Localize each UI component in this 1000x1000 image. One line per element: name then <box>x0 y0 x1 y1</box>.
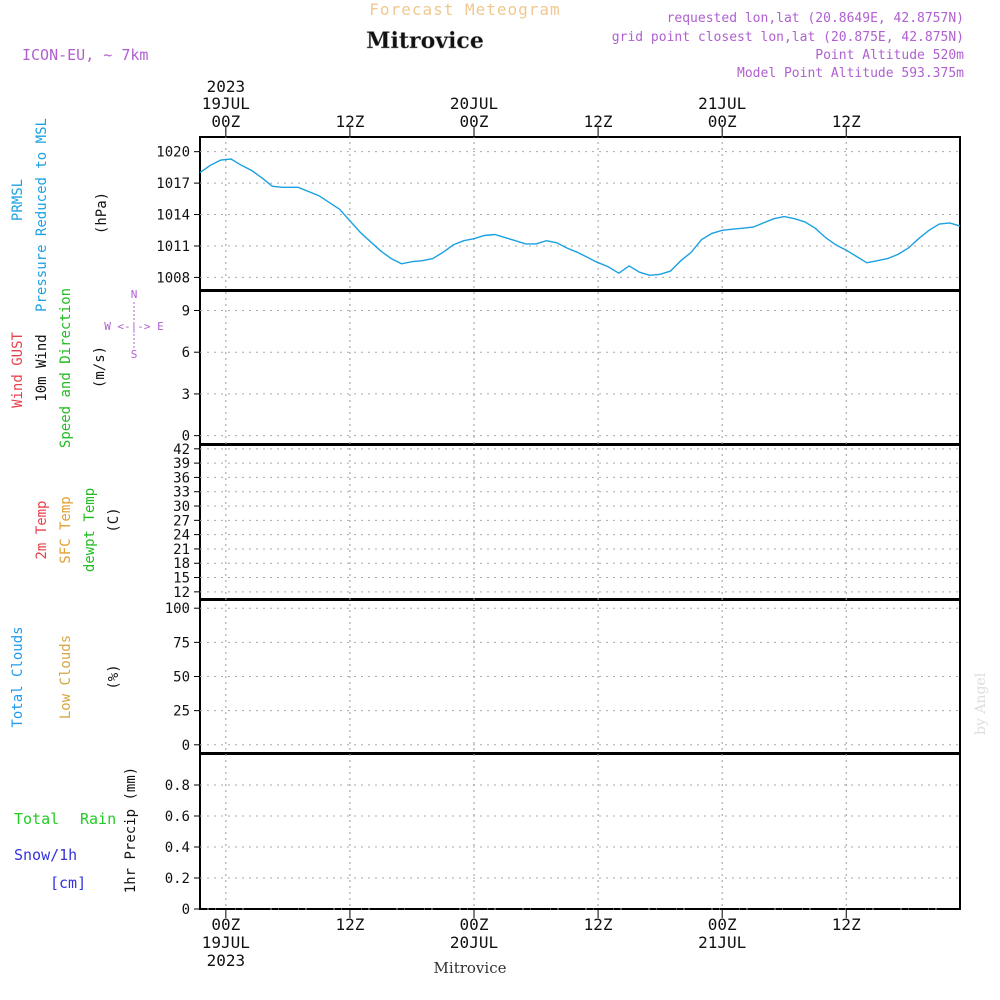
rain-label-rain: Rain <box>80 810 116 828</box>
temp-tick-label: 24 <box>173 528 190 544</box>
temp-tick-label: 21 <box>173 542 190 558</box>
time-date-top: 21JUL <box>698 94 746 113</box>
compass-n: N <box>131 288 138 301</box>
point-altitude: Point Altitude 520m <box>815 48 964 63</box>
clouds-tick-label: 0 <box>182 738 190 754</box>
wind-gust-label: Wind GUST <box>10 332 26 408</box>
time-hour-bottom: 12Z <box>335 915 364 934</box>
pressure-label-2: Pressure Reduced to MSL <box>34 118 50 312</box>
clouds-tick-label: 100 <box>165 601 190 617</box>
clouds-tick-label: 50 <box>173 670 190 686</box>
time-date-bottom: 20JUL <box>450 933 498 952</box>
temp-tick-label: 39 <box>173 456 190 472</box>
requested-location: requested lon,lat (20.8649E, 42.8757N) <box>667 11 964 26</box>
wind-tick-label: 0 <box>182 429 190 445</box>
model-altitude: Model Point Altitude 593.375m <box>737 66 964 81</box>
pressure-label-1: PRMSL <box>10 179 26 221</box>
precip-tick-label: 0 <box>182 902 190 918</box>
time-year-top: 2023 <box>207 77 246 96</box>
snow-label: Snow/1h <box>14 846 77 864</box>
wind-unit: (m/s) <box>92 346 108 388</box>
pressure-frame <box>199 136 961 291</box>
time-hour-bottom: 00Z <box>708 915 737 934</box>
precip-tick-label: 0.6 <box>165 809 190 825</box>
precip-tick-label: 0.2 <box>165 871 190 887</box>
wind-tick-label: 6 <box>182 345 190 361</box>
dewpt-label: dewpt Temp <box>82 488 98 572</box>
precip-frame <box>199 753 961 910</box>
credit-watermark: by Angel <box>973 672 989 735</box>
clouds-tick-label: 25 <box>173 704 190 720</box>
time-hour-bottom: 00Z <box>211 915 240 934</box>
pressure-unit: (hPa) <box>94 192 110 234</box>
compass-s: S <box>131 348 138 361</box>
temp-tick-label: 15 <box>173 571 190 587</box>
time-hour-bottom: 00Z <box>460 915 489 934</box>
rain-label-total: Total <box>14 810 59 828</box>
temp-tick-label: 12 <box>173 585 190 601</box>
clouds-tick-label: 75 <box>173 635 190 651</box>
temp-tick-label: 42 <box>173 442 190 458</box>
time-hour-top: 12Z <box>584 112 613 131</box>
temp-tick-label: 30 <box>173 499 190 515</box>
wind-dir-label: Speed and Direction <box>58 288 74 448</box>
pressure-tick-label: 1017 <box>156 176 190 192</box>
time-hour-top: 00Z <box>211 112 240 131</box>
time-hour-top: 12Z <box>832 112 861 131</box>
wind-tick-label: 3 <box>182 387 190 403</box>
time-year-bottom: 2023 <box>207 951 246 970</box>
page-title: Mitrovice <box>366 28 484 54</box>
wind-frame <box>199 290 961 445</box>
snow-unit-label: [cm] <box>50 874 86 892</box>
pressure-line <box>199 158 961 277</box>
time-date-top: 20JUL <box>450 94 498 113</box>
pressure-tick-label: 1014 <box>156 208 190 224</box>
time-hour-bottom: 12Z <box>832 915 861 934</box>
gridpoint-location: grid point closest lon,lat (20.875E, 42.… <box>612 30 964 45</box>
sfctemp-label: SFC Temp <box>58 496 74 563</box>
pressure-tick-label: 1020 <box>156 145 190 161</box>
time-date-bottom: 19JUL <box>202 933 250 952</box>
temp-tick-label: 18 <box>173 556 190 572</box>
compass-we: W <-|-> E <box>104 320 164 333</box>
temp-tick-label: 36 <box>173 470 190 486</box>
subtitle: Forecast Meteogram <box>369 0 560 19</box>
pressure-tick-label: 1008 <box>156 270 190 286</box>
pressure-tick-label: 1011 <box>156 239 190 255</box>
precip-tick-label: 0.4 <box>165 840 190 856</box>
wind-10m-label: 10m Wind <box>34 334 50 401</box>
low-clouds-label: Low Clouds <box>58 635 74 719</box>
precip-unit: 1hr Precip (mm) <box>123 767 139 893</box>
temp-tick-label: 33 <box>173 485 190 501</box>
clouds-unit: (%) <box>106 664 122 689</box>
time-hour-top: 12Z <box>335 112 364 131</box>
time-hour-top: 00Z <box>708 112 737 131</box>
footer-station: Mitrovice <box>434 959 507 977</box>
time-hour-top: 00Z <box>460 112 489 131</box>
time-date-bottom: 21JUL <box>698 933 746 952</box>
time-hour-bottom: 12Z <box>584 915 613 934</box>
total-clouds-label: Total Clouds <box>10 626 26 727</box>
model-label: ICON-EU, ~ 7km <box>22 46 148 64</box>
temp-unit: (C) <box>106 507 122 532</box>
precip-tick-label: 0.8 <box>165 778 190 794</box>
temp-tick-label: 27 <box>173 513 190 529</box>
temp2m-label: 2m Temp <box>34 500 50 559</box>
time-date-top: 19JUL <box>202 94 250 113</box>
wind-tick-label: 9 <box>182 303 190 319</box>
